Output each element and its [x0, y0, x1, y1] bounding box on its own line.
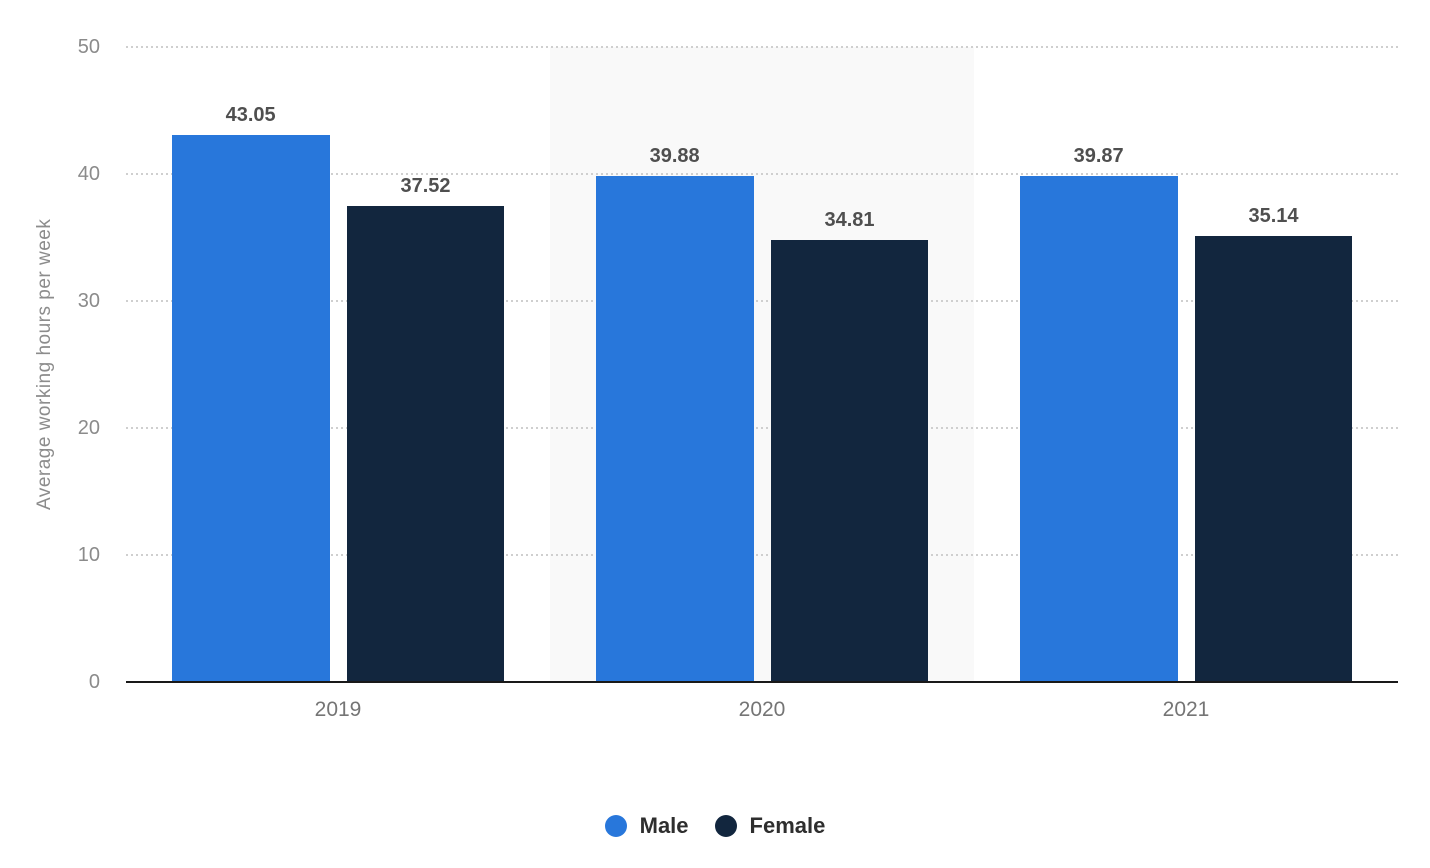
- y-tick-10: 10: [77, 544, 100, 566]
- plot-area: 43.05 39.88 39.87 37.52 34.81 35.14: [126, 46, 1398, 682]
- legend-dot-female-icon: [714, 815, 737, 837]
- x-tick-2019: 2019: [314, 698, 362, 721]
- legend-label-male: Male: [639, 813, 689, 838]
- value-label-male-2019: 43.05: [225, 104, 276, 127]
- x-tick-2021: 2021: [1162, 698, 1210, 721]
- y-tick-20: 20: [77, 417, 100, 439]
- bar-female-2020[interactable]: [770, 239, 929, 682]
- legend: Male Female: [0, 813, 1430, 839]
- gridline-40: [126, 173, 1398, 175]
- bar-female-2021[interactable]: [1194, 235, 1353, 682]
- value-label-female-2019: 37.52: [400, 174, 451, 197]
- legend-label-female: Female: [749, 813, 826, 838]
- value-label-female-2020: 34.81: [824, 208, 875, 231]
- gridline-30: [126, 300, 1398, 302]
- bar-female-2019[interactable]: [346, 205, 505, 682]
- y-axis-tick-labels: 0 10 20 30 40 50: [0, 36, 100, 693]
- legend-item-male[interactable]: Male: [604, 813, 689, 839]
- value-label-male-2020: 39.88: [649, 144, 700, 167]
- legend-item-female[interactable]: Female: [714, 813, 826, 839]
- gridline-20: [126, 427, 1398, 429]
- bar-male-2021[interactable]: [1019, 175, 1178, 682]
- x-tick-2020: 2020: [738, 698, 786, 721]
- y-tick-40: 40: [77, 163, 100, 185]
- legend-dot-male-icon: [604, 815, 627, 837]
- bar-male-2019[interactable]: [171, 135, 330, 682]
- bar-male-2020[interactable]: [595, 175, 754, 682]
- gridline-50: [126, 46, 1398, 48]
- value-label-male-2021: 39.87: [1073, 144, 1124, 167]
- x-axis-line: [126, 681, 1398, 683]
- y-tick-50: 50: [77, 36, 100, 58]
- y-tick-30: 30: [77, 290, 100, 312]
- x-axis-tick-labels: 2019 2020 2021: [126, 698, 1398, 726]
- value-label-female-2021: 35.14: [1248, 204, 1299, 227]
- y-tick-0: 0: [88, 671, 100, 693]
- gridline-10: [126, 554, 1398, 556]
